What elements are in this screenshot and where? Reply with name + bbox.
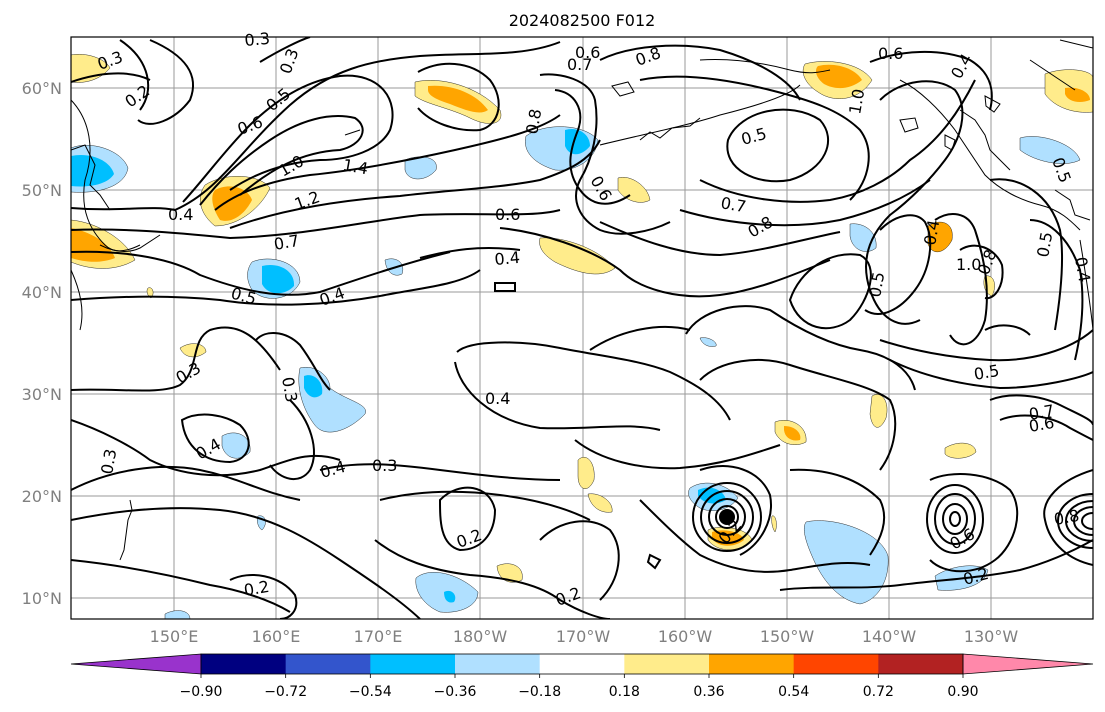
- positive-area: [869, 394, 888, 428]
- negative-area: [1019, 136, 1081, 164]
- colorbar-tick-label: 0.36: [693, 684, 724, 700]
- lon-label: 140°W: [862, 627, 917, 646]
- contour-label: 0.6: [495, 205, 520, 224]
- contour-label: 0.6: [1027, 413, 1055, 436]
- contour-label: 0.4: [1071, 255, 1094, 283]
- lat-label: 40°N: [22, 283, 62, 302]
- positive-core: [428, 85, 488, 113]
- contour-label: 0.7: [567, 55, 592, 74]
- lon-label: 160°W: [658, 627, 713, 646]
- lon-label: 130°W: [964, 627, 1019, 646]
- contour-label: 0.5: [972, 361, 1000, 384]
- contour-lines: [71, 37, 1093, 619]
- positive-area: [539, 237, 616, 275]
- longitude-labels: 150°E 160°E 170°E 180°W 170°W 160°W 150°…: [150, 627, 1019, 646]
- colorbar-extend-low: [70, 653, 202, 675]
- contour-label: 0.3: [97, 447, 120, 475]
- contour-label: 0.3: [372, 456, 397, 475]
- colorbar-segment: [878, 654, 964, 674]
- contour-label: 0.5: [865, 270, 888, 298]
- lat-label: 60°N: [22, 79, 62, 98]
- positive-area: [944, 442, 977, 459]
- contour-label: 0.3: [278, 375, 301, 403]
- positive-area: [771, 515, 777, 533]
- positive-area: [146, 287, 154, 299]
- negative-core: [304, 375, 323, 398]
- lon-label: 150°W: [760, 627, 815, 646]
- colorbar-tick-label: −0.72: [264, 684, 307, 700]
- positive-core: [212, 186, 252, 221]
- positive-area: [617, 177, 651, 203]
- contour-label: 0.7: [1027, 401, 1055, 424]
- negative-area: [164, 610, 191, 619]
- colorbar-tick-label: −0.18: [518, 684, 561, 700]
- colorbar-tick-label: −0.54: [349, 684, 392, 700]
- colorbar: −0.90 −0.72 −0.54 −0.36 −0.18 0.18 0.36 0.54 0.7…: [70, 653, 1094, 700]
- lon-label: 160°E: [252, 627, 301, 646]
- colorbar-segment: [285, 654, 371, 674]
- positive-core: [71, 228, 115, 262]
- contour-label: 0.4: [494, 248, 521, 269]
- contour-label: 0.2: [242, 577, 270, 600]
- positive-area: [587, 493, 613, 513]
- lon-label: 150°E: [150, 627, 199, 646]
- positive-area: [179, 343, 207, 358]
- negative-core: [71, 154, 114, 187]
- negative-core: [444, 590, 456, 603]
- contour-label: 1.4: [341, 155, 369, 178]
- map-title: 2024082500 F012: [509, 11, 656, 30]
- colorbar-tick-label: 0.54: [778, 684, 809, 700]
- contour-label: 1.0: [845, 87, 868, 115]
- colorbar-segment: [370, 654, 456, 674]
- colorbar-segment: [624, 654, 710, 674]
- contour-label: 0.7: [719, 193, 747, 216]
- colorbar-tick-label: 0.90: [947, 684, 978, 700]
- colorbar-segment: [793, 654, 879, 674]
- positive-core: [1065, 87, 1090, 102]
- positive-area: [577, 457, 595, 489]
- colorbar-outline: [200, 653, 964, 675]
- contour-label: 0.3: [244, 29, 271, 50]
- lon-label: 170°W: [556, 627, 611, 646]
- positive-area: [927, 221, 953, 252]
- contour-label: 1.0: [956, 255, 981, 274]
- contour-label: 0.8: [522, 107, 545, 135]
- contour-label: 0.5: [1033, 230, 1056, 258]
- positive-area: [496, 563, 523, 583]
- lat-label: 50°N: [22, 181, 62, 200]
- contour-label: 0.6: [575, 43, 600, 62]
- contour-label: 0.4: [485, 389, 510, 408]
- colorbar-tick-label: 0.72: [863, 684, 894, 700]
- contour-label: 0.8: [1052, 506, 1080, 529]
- map-frame: [70, 36, 1094, 620]
- colorbar-segment: [539, 654, 625, 674]
- positive-core: [784, 426, 801, 441]
- colorbar-extend-high: [962, 653, 1094, 675]
- lat-label: 10°N: [22, 589, 62, 608]
- colorbar-tick-label: 0.18: [609, 684, 640, 700]
- contour-label: 0.4: [920, 218, 943, 246]
- storm-center-marker: [719, 509, 735, 525]
- lat-label: 20°N: [22, 487, 62, 506]
- colorbar-segment: [201, 654, 287, 674]
- lon-label: 170°E: [354, 627, 403, 646]
- coastlines: [71, 39, 1093, 561]
- colorbar-tick-label: −0.36: [434, 684, 477, 700]
- contour-label: 0.7: [272, 231, 300, 254]
- colorbar-segment: [455, 654, 541, 674]
- lat-label: 30°N: [22, 385, 62, 404]
- latitude-labels: 60°N 50°N 40°N 30°N 20°N 10°N: [22, 79, 62, 608]
- lon-label: 180°W: [453, 627, 508, 646]
- contour-label: 0.4: [168, 205, 193, 224]
- colorbar-segment: [709, 654, 795, 674]
- negative-core: [262, 264, 295, 294]
- negative-area: [699, 337, 717, 347]
- negative-area: [221, 432, 251, 459]
- contour-label: 0.6: [878, 44, 903, 63]
- colorbar-tick-label: −0.90: [180, 684, 223, 700]
